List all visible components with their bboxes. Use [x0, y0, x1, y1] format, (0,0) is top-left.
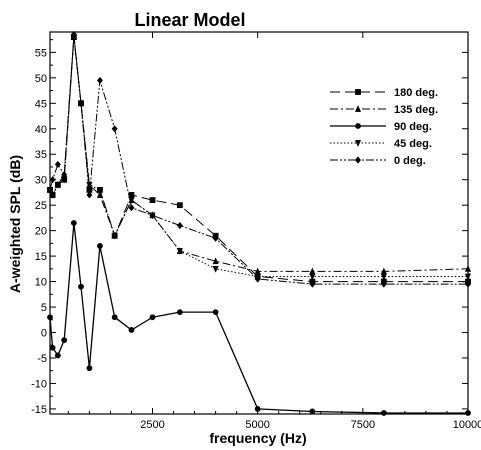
data-point: [149, 314, 156, 321]
data-point: [464, 273, 472, 281]
x-axis-label: frequency (Hz): [209, 430, 306, 446]
data-point: [355, 123, 361, 129]
data-point: [49, 176, 56, 184]
data-point: [49, 192, 56, 199]
legend-item: 180 deg.: [330, 87, 438, 99]
data-point: [78, 283, 84, 290]
data-point: [465, 280, 471, 288]
data-point: [380, 280, 387, 288]
data-point: [464, 265, 472, 272]
data-point: [212, 257, 219, 265]
data-point: [97, 243, 103, 249]
y-tick-label: 20: [35, 226, 47, 238]
y-ticks: -15 -10 -5 0 5 10 15 20 25 30 35 40 45 50 55: [31, 39, 468, 416]
data-point: [465, 410, 471, 416]
legend-item: 45 deg.: [330, 138, 432, 150]
x-tick-label: 5000: [245, 419, 269, 431]
data-point: [354, 140, 362, 147]
y-tick-label: -15: [31, 404, 47, 416]
data-point: [380, 273, 387, 281]
data-point: [78, 99, 84, 107]
y-tick-label: -10: [31, 378, 47, 390]
data-point: [111, 314, 118, 321]
legend-label: 135 deg.: [394, 104, 438, 116]
data-point: [96, 186, 103, 194]
legend-item: 0 deg.: [330, 155, 426, 167]
legend-label: 0 deg.: [394, 155, 426, 167]
legend: 180 deg. 135 deg. 90 deg. 45 deg. 0 deg.: [330, 87, 438, 167]
data-point: [111, 125, 118, 133]
data-point: [128, 327, 135, 333]
data-point: [354, 105, 362, 112]
y-tick-label: 50: [35, 73, 47, 85]
x-tick-label: 10000: [453, 419, 481, 431]
data-point: [86, 365, 93, 372]
data-point: [355, 156, 361, 164]
data-point: [176, 221, 183, 230]
y-tick-label: -5: [37, 353, 47, 365]
data-point: [176, 202, 183, 209]
data-point: [61, 337, 68, 344]
data-point: [212, 234, 219, 242]
y-tick-label: 55: [35, 47, 47, 59]
series-0-deg: [47, 30, 471, 288]
data-point: [61, 171, 68, 179]
y-tick-label: 0: [41, 328, 47, 340]
legend-label: 45 deg.: [394, 138, 432, 150]
x-ticks: 2500 5000 7500 10000: [67, 32, 481, 431]
data-point: [309, 280, 316, 288]
data-point: [309, 273, 316, 281]
chart-title: Linear Model: [134, 10, 245, 30]
series-135-deg: [46, 33, 472, 275]
data-point: [176, 248, 183, 255]
data-point: [70, 220, 77, 226]
data-point: [212, 309, 219, 316]
data-point: [54, 160, 61, 168]
y-tick-label: 5: [41, 302, 47, 314]
x-tick-label: 2500: [140, 419, 164, 431]
legend-item: 135 deg.: [330, 104, 438, 116]
y-tick-label: 30: [35, 175, 47, 187]
data-point: [54, 352, 61, 359]
legend-item: 90 deg.: [330, 121, 432, 133]
data-point: [86, 191, 93, 199]
data-point: [70, 30, 77, 39]
x-tick-label: 7500: [351, 419, 375, 431]
data-point: [54, 181, 61, 189]
y-tick-label: 45: [35, 98, 47, 110]
data-point: [380, 410, 387, 416]
data-point: [176, 309, 183, 316]
y-tick-label: 40: [35, 124, 47, 136]
data-point: [309, 408, 316, 415]
series-layer: [46, 30, 472, 416]
data-point: [47, 314, 53, 321]
series-90-deg: [47, 220, 471, 416]
legend-label: 90 deg.: [394, 121, 432, 133]
y-tick-label: 10: [35, 277, 47, 289]
data-point: [355, 89, 361, 95]
y-tick-label: 35: [35, 149, 47, 161]
plot-frame: [49, 31, 469, 415]
data-point: [47, 186, 53, 194]
data-point: [149, 197, 156, 203]
y-tick-label: 15: [35, 251, 47, 263]
y-axis-label: A-weighted SPL (dB): [7, 155, 23, 293]
data-point: [111, 232, 118, 240]
y-tick-label: 25: [35, 200, 47, 212]
data-point: [212, 265, 219, 273]
data-point: [254, 275, 261, 283]
data-point: [49, 344, 56, 351]
data-point: [149, 211, 156, 219]
data-point: [96, 76, 103, 84]
data-point: [254, 406, 261, 412]
data-point: [128, 204, 135, 212]
legend-label: 180 deg.: [394, 87, 438, 99]
